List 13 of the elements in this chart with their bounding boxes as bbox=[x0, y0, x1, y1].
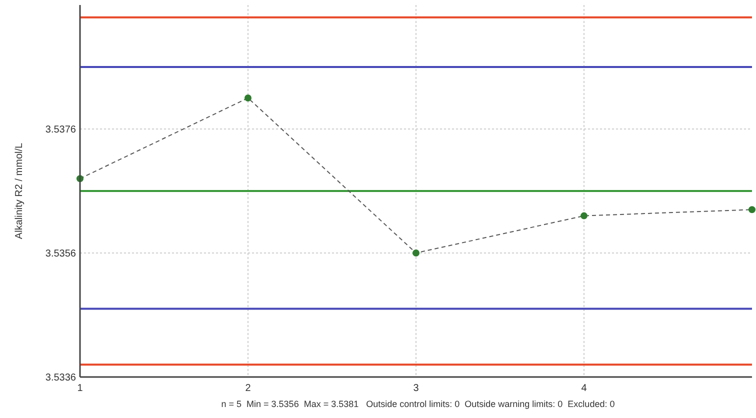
x-tick-label: 4 bbox=[581, 383, 588, 394]
y-tick-label: 3.5336 bbox=[45, 372, 76, 384]
y-tick-label: 3.5356 bbox=[45, 248, 76, 260]
point bbox=[580, 212, 588, 220]
text: n = 5 Min = 3.5356 Max = 3.5381 Outside control limits: 0 Outside warning limits: 0 Excluded: 0 bbox=[221, 399, 615, 409]
y-axis-title: Alkalinity R2 / mmol/L bbox=[14, 142, 25, 240]
x-tick-label: 1 bbox=[77, 383, 84, 394]
y-tick-label: 3.5376 bbox=[45, 124, 76, 136]
point bbox=[244, 94, 252, 102]
x-tick-label: 3 bbox=[413, 383, 420, 394]
x-tick-label: 2 bbox=[245, 383, 252, 394]
point bbox=[412, 250, 420, 256]
point bbox=[748, 206, 756, 214]
